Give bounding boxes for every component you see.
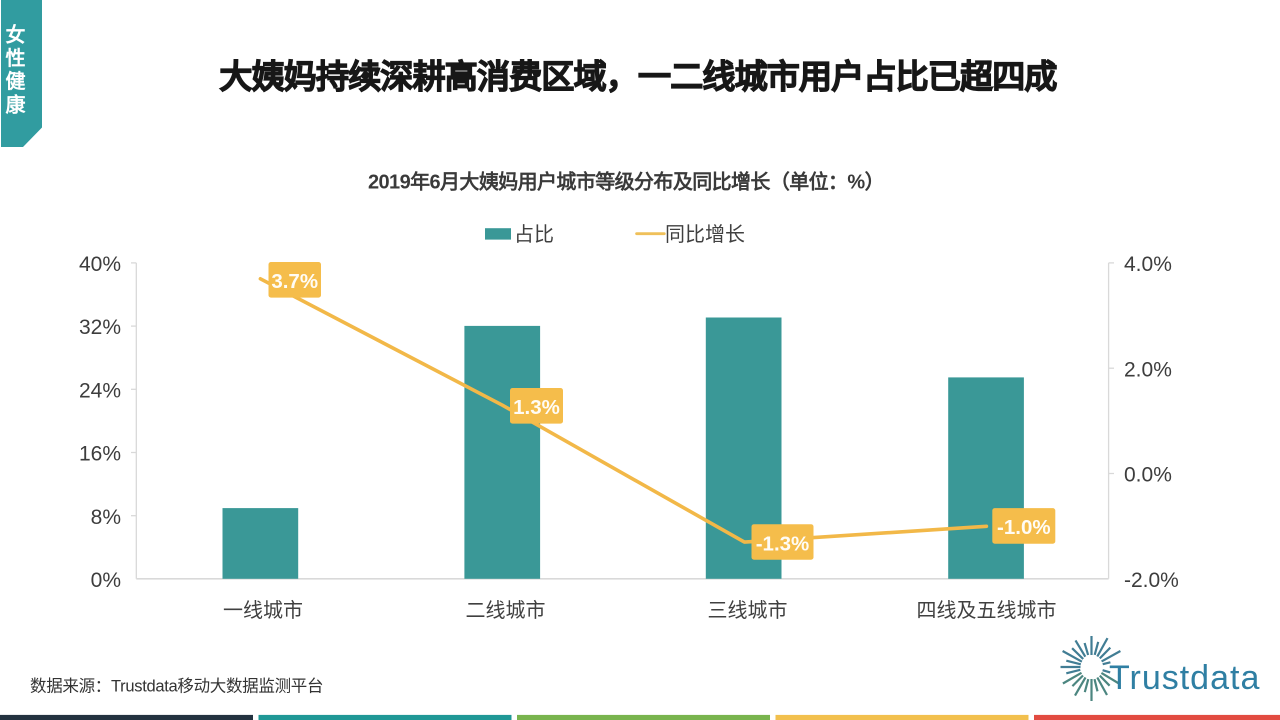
svg-text:占比: 占比 <box>514 223 554 246</box>
svg-text:健: 健 <box>6 69 26 93</box>
svg-text:Trustdata: Trustdata <box>1109 659 1260 697</box>
svg-text:-1.3%: -1.3% <box>756 532 810 555</box>
svg-text:1.3%: 1.3% <box>513 396 560 419</box>
svg-text:二线城市: 二线城市 <box>466 599 546 622</box>
svg-text:2019年6月大姨妈用户城市等级分布及同比增长（单位：%）: 2019年6月大姨妈用户城市等级分布及同比增长（单位：%） <box>368 170 884 194</box>
svg-text:3.7%: 3.7% <box>271 270 318 293</box>
svg-text:女: 女 <box>6 23 26 47</box>
svg-text:40%: 40% <box>79 253 121 276</box>
svg-text:三线城市: 三线城市 <box>708 599 788 622</box>
svg-text:0.0%: 0.0% <box>1124 464 1172 487</box>
svg-text:-1.0%: -1.0% <box>997 516 1051 539</box>
svg-text:4.0%: 4.0% <box>1124 253 1172 276</box>
svg-text:同比增长: 同比增长 <box>665 223 745 246</box>
svg-text:数据来源：Trustdata移动大数据监测平台: 数据来源：Trustdata移动大数据监测平台 <box>30 677 323 696</box>
svg-text:-2.0%: -2.0% <box>1124 569 1179 592</box>
svg-text:性: 性 <box>6 47 26 70</box>
svg-text:32%: 32% <box>79 316 121 339</box>
svg-text:2.0%: 2.0% <box>1124 358 1172 381</box>
svg-text:一线城市: 一线城市 <box>223 599 303 622</box>
svg-text:24%: 24% <box>79 379 121 402</box>
svg-text:16%: 16% <box>79 443 121 466</box>
svg-text:0%: 0% <box>91 569 121 592</box>
svg-text:康: 康 <box>6 92 27 116</box>
svg-text:大姨妈持续深耕高消费区域，一二线城市用户占比已超四成: 大姨妈持续深耕高消费区域，一二线城市用户占比已超四成 <box>219 58 1057 95</box>
svg-text:8%: 8% <box>91 506 121 529</box>
svg-text:四线及五线城市: 四线及五线城市 <box>917 599 1057 622</box>
